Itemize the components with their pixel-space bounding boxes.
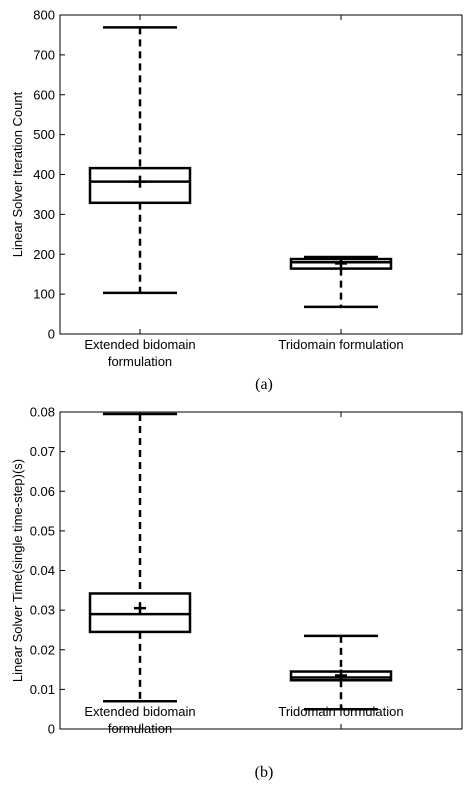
- y-tick-label: 0.01: [30, 682, 55, 697]
- y-tick-label: 300: [33, 207, 55, 222]
- y-tick-label: 0.07: [30, 444, 55, 459]
- x-tick-label: Tridomain formulation: [278, 704, 403, 719]
- plot-frame: [59, 411, 463, 730]
- x-tick-label: formulation: [108, 721, 172, 736]
- y-tick-label: 0.02: [30, 642, 55, 657]
- y-tick-label: 100: [33, 287, 55, 302]
- box-2: [289, 255, 393, 309]
- panel-label: (a): [255, 376, 273, 393]
- y-tick-label: 200: [33, 247, 55, 262]
- y-tick-label: 0.08: [30, 405, 55, 420]
- box-1: [88, 412, 192, 703]
- y-tick-label: 0.04: [30, 563, 55, 578]
- box-1: [88, 26, 192, 295]
- iqr-box: [88, 592, 192, 634]
- x-tick-label: Extended bidomain: [84, 337, 195, 352]
- y-tick-label: 0: [48, 722, 55, 737]
- y-tick-label: 800: [33, 8, 55, 23]
- chart-panel-a: 0 100 200 300 400 500 600 700 800 Linear Solver I…: [10, 8, 463, 393]
- y-tick-label: 0: [48, 327, 55, 342]
- y-tick-label: 600: [33, 87, 55, 102]
- plot-frame: [59, 14, 463, 335]
- chart-panel-b: 0 0.01 0.02 0.03 0.04 0.05 0.06 0.07 0.08 Linear …: [10, 405, 463, 781]
- y-axis-label: Linear Solver Time(single time-step)(s): [10, 459, 25, 682]
- iqr-box: [88, 166, 192, 205]
- x-tick-label: formulation: [108, 354, 172, 369]
- x-tick-label: Extended bidomain: [84, 704, 195, 719]
- x-tick-label: Tridomain formulation: [278, 337, 403, 352]
- box-2: [289, 634, 393, 711]
- y-tick-label: 0.05: [30, 523, 55, 538]
- y-tick-label: 500: [33, 127, 55, 142]
- panel-label: (b): [255, 764, 274, 781]
- y-tick-label: 0.03: [30, 603, 55, 618]
- y-tick-label: 0.06: [30, 484, 55, 499]
- y-axis-label: Linear Solver Iteration Count: [10, 91, 25, 257]
- y-tick-label: 400: [33, 167, 55, 182]
- y-tick-label: 700: [33, 47, 55, 62]
